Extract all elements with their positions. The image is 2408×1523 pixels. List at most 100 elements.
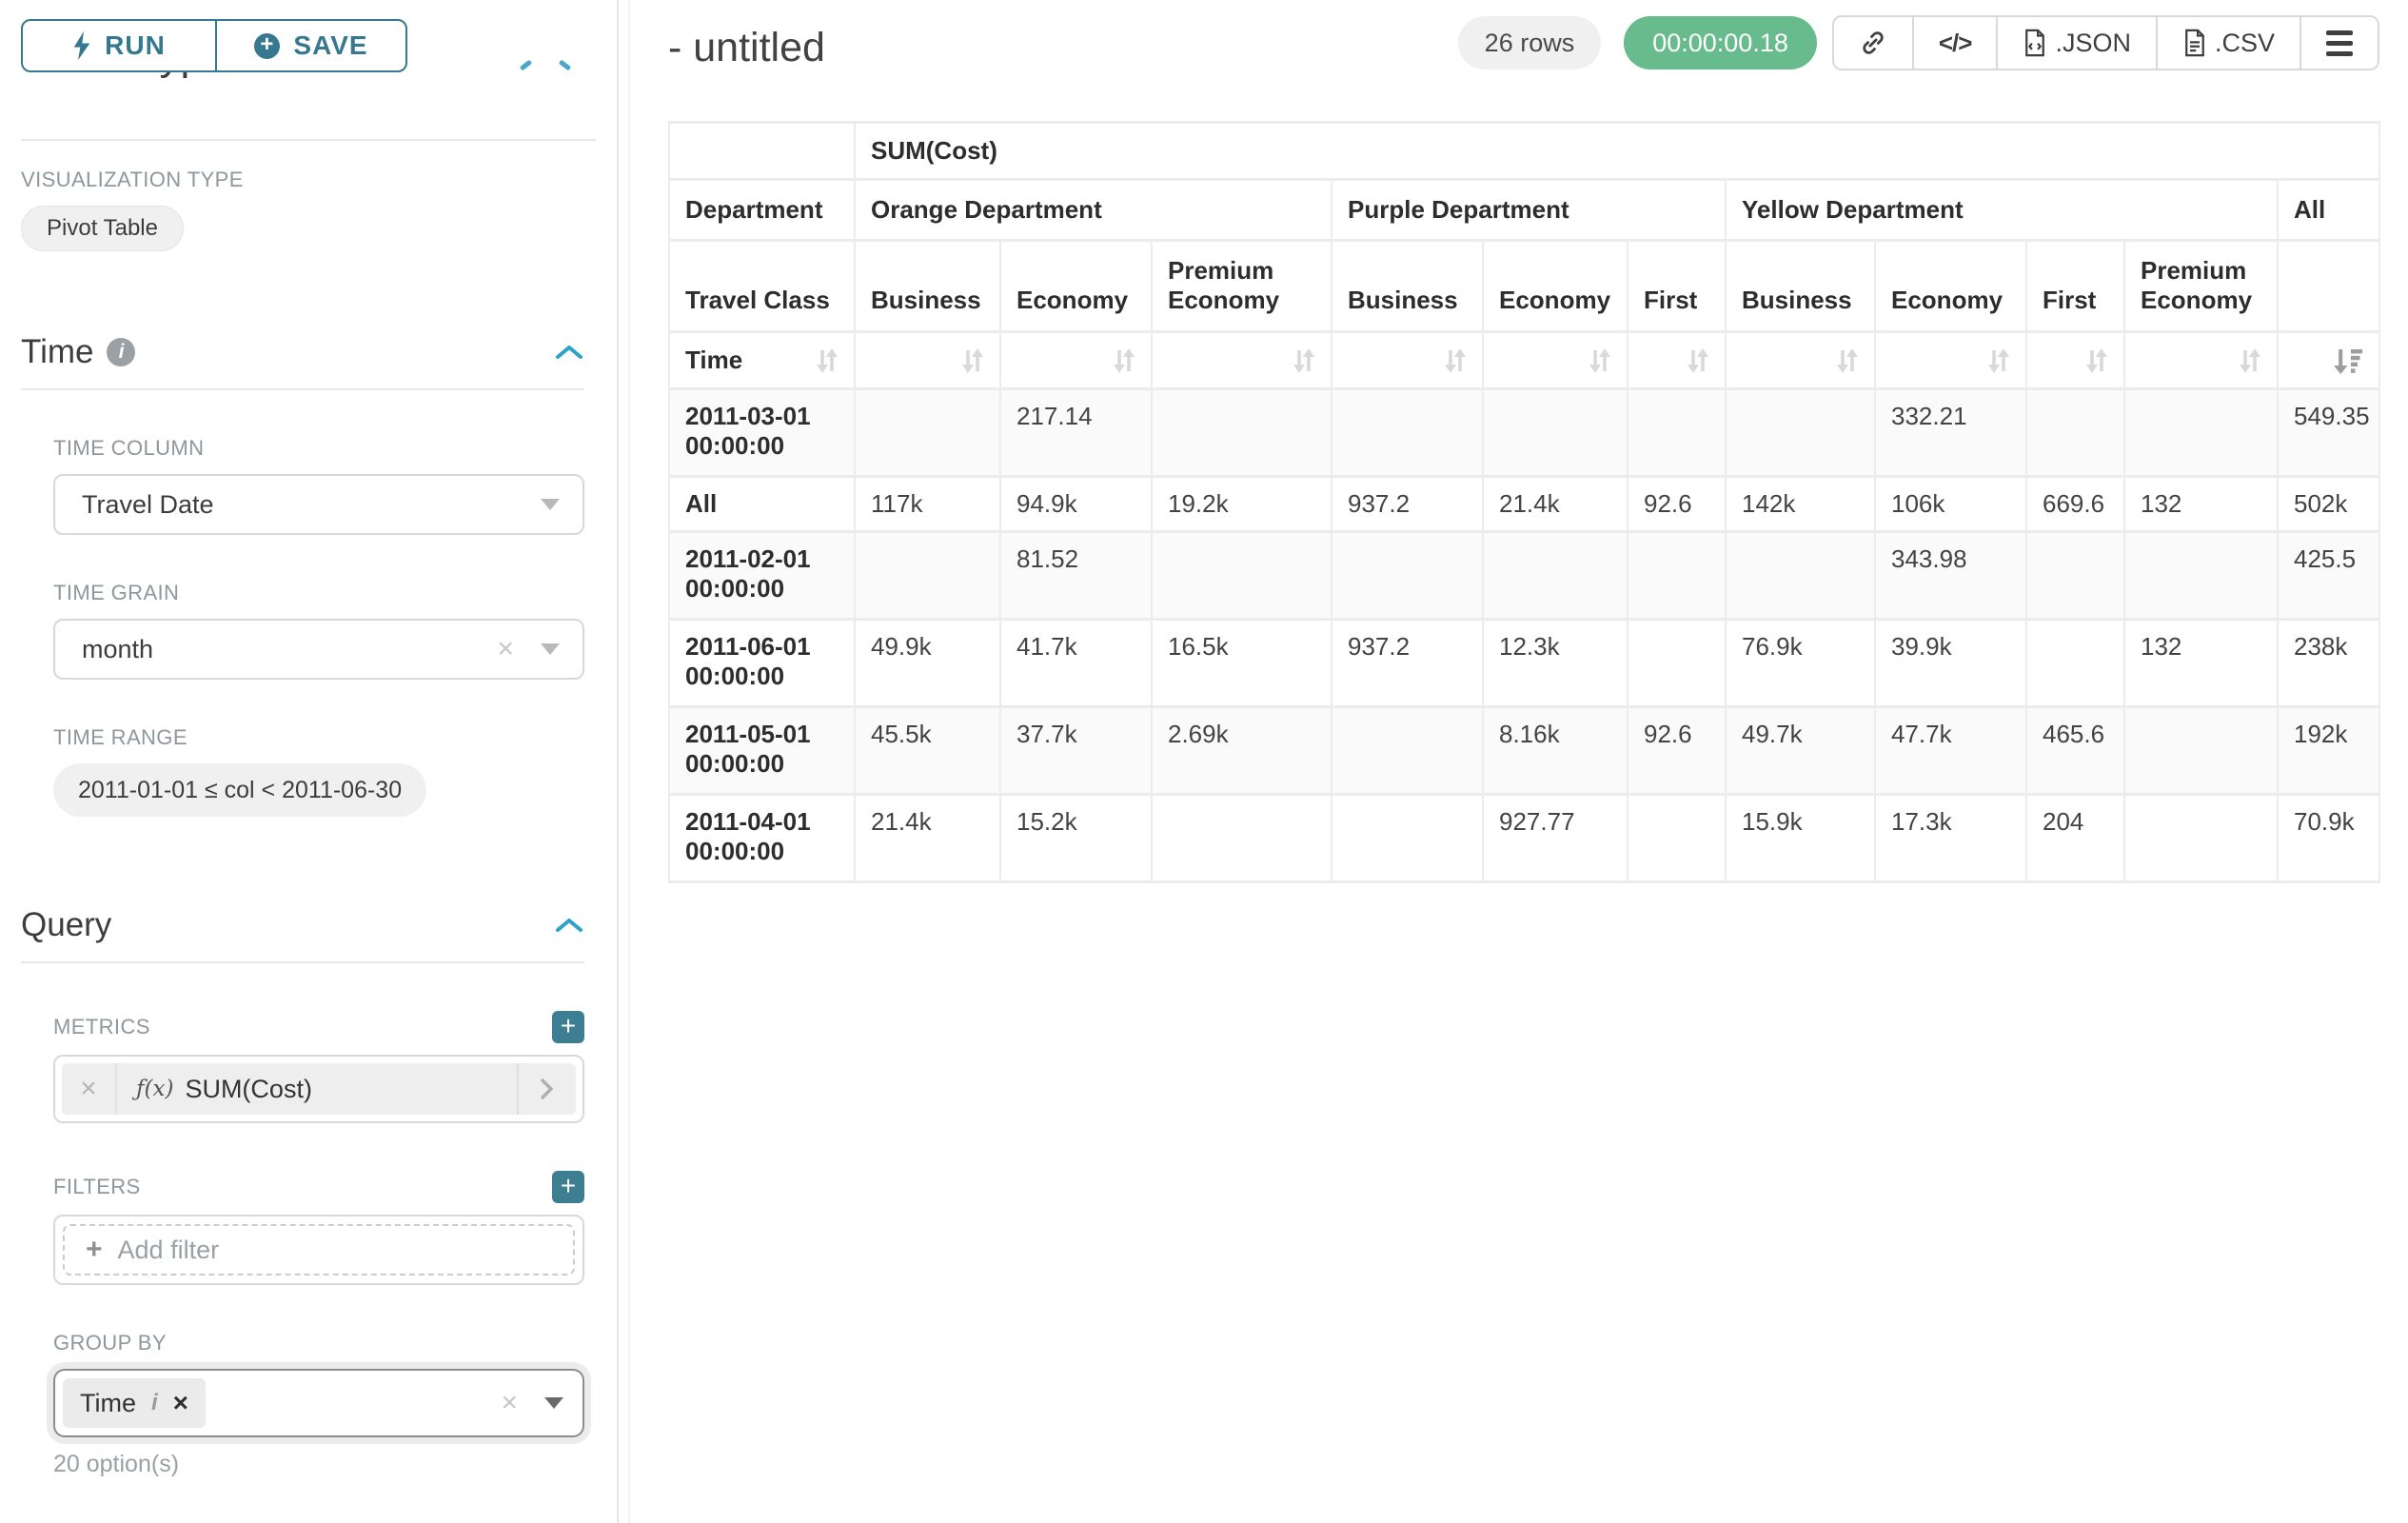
pivot-cell: 927.77 [1482, 793, 1628, 883]
time-grain-label: TIME GRAIN [53, 581, 180, 604]
sort-column-active-button[interactable] [2276, 330, 2381, 390]
pivot-cell: 70.9k [2276, 793, 2381, 883]
sort-icon [1114, 347, 1135, 373]
metrics-label: METRICS [53, 1015, 150, 1038]
clear-icon[interactable]: × [501, 1387, 518, 1418]
metric-header: SUM(Cost) [853, 121, 2381, 181]
sort-row-dimension-button[interactable]: Time [668, 330, 856, 390]
pivot-cell: 937.2 [1331, 475, 1484, 533]
column-header: Economy [999, 239, 1153, 333]
pivot-cell [2123, 793, 2279, 883]
dimension-header: Department [668, 178, 856, 242]
column-group-header: Purple Department [1331, 178, 1727, 242]
csv-file-icon [2185, 29, 2204, 57]
pivot-cell: 19.2k [1151, 475, 1332, 533]
expand-metric-button[interactable] [517, 1063, 576, 1115]
group-by-tag[interactable]: Time i × [63, 1378, 207, 1428]
remove-tag-icon[interactable]: × [172, 1388, 189, 1417]
group-by-options-hint: 20 option(s) [53, 1451, 180, 1477]
table-row: 2011-06-01 00:00:00 49.9k 41.7k 16.5k 93… [668, 618, 2381, 708]
caret-down-icon[interactable] [541, 643, 560, 655]
add-filter-button[interactable]: + Add filter [63, 1224, 575, 1276]
pivot-table-container: SUM(Cost) Department Orange Department P… [668, 121, 2408, 883]
time-column-value: Travel Date [82, 489, 214, 519]
run-save-button-group: RUN + SAVE [21, 19, 407, 72]
column-group-header: All [2276, 178, 2381, 242]
column-group-header: Yellow Department [1725, 178, 2279, 242]
pivot-cell: 76.9k [1725, 618, 1876, 708]
metric-pill[interactable]: × ƒ(x) SUM(Cost) [62, 1063, 576, 1115]
pivot-cell [1627, 618, 1727, 708]
pivot-cell: 937.2 [1331, 618, 1484, 708]
pivot-cell: 81.52 [999, 530, 1153, 621]
export-csv-button[interactable]: .CSV [2155, 17, 2299, 69]
chart-panel: - untitled 26 rows 00:00:00.18 </> .JSON… [630, 0, 2408, 1523]
caret-down-icon[interactable] [544, 1397, 563, 1409]
table-row: 2011-04-01 00:00:00 21.4k 15.2k 927.77 1… [668, 793, 2381, 883]
chart-title[interactable]: - untitled [668, 25, 825, 70]
sort-column-button[interactable] [1151, 330, 1332, 390]
pivot-cell: 37.7k [999, 705, 1153, 796]
pivot-cell: 8.16k [1482, 705, 1628, 796]
time-range-pill[interactable]: 2011-01-01 ≤ col < 2011-06-30 [53, 763, 427, 817]
pivot-cell: 2.69k [1151, 705, 1332, 796]
viz-type-pill[interactable]: Pivot Table [21, 206, 184, 251]
panel-resizer[interactable] [619, 0, 630, 1523]
chart-menu-button[interactable] [2299, 17, 2378, 69]
sort-column-button[interactable] [999, 330, 1153, 390]
dimension-header: Travel Class [668, 239, 856, 333]
column-header: Premium Economy [2123, 239, 2279, 333]
add-metric-button[interactable]: + [552, 1011, 584, 1043]
run-button-label: RUN [105, 30, 166, 60]
pivot-cell [1151, 793, 1332, 883]
embed-code-button[interactable]: </> [1911, 17, 1997, 69]
sort-column-button[interactable] [1725, 330, 1876, 390]
chevron-up-icon[interactable] [519, 59, 572, 72]
run-button[interactable]: RUN [21, 19, 217, 72]
pivot-cell [1627, 387, 1727, 478]
query-section-body: METRICS + × ƒ(x) SUM(Cost) FILTERS + [21, 1011, 584, 1523]
pivot-corner-cell [668, 121, 856, 181]
filters-control: + Add filter [53, 1215, 584, 1285]
sort-column-button[interactable] [854, 330, 1001, 390]
row-header: 2011-04-01 00:00:00 [668, 793, 856, 883]
remove-metric-icon[interactable]: × [62, 1063, 117, 1115]
pivot-cell: 332.21 [1874, 387, 2027, 478]
sort-column-button[interactable] [2025, 330, 2125, 390]
caret-down-icon[interactable] [541, 499, 560, 510]
column-header: First [1627, 239, 1727, 333]
export-button-group: </> .JSON .CSV [1831, 15, 2379, 70]
pivot-cell: 106k [1874, 475, 2027, 533]
pivot-cell [2123, 387, 2279, 478]
chevron-up-icon[interactable] [554, 917, 584, 934]
pivot-cell [1331, 793, 1484, 883]
clear-icon[interactable]: × [497, 633, 514, 664]
sort-column-button[interactable] [1331, 330, 1484, 390]
sort-column-button[interactable] [2123, 330, 2279, 390]
pivot-cell [1331, 387, 1484, 478]
export-csv-label: .CSV [2214, 28, 2275, 57]
hamburger-menu-icon [2326, 30, 2353, 56]
lightning-bolt-icon [73, 31, 90, 60]
sort-column-button[interactable] [1874, 330, 2027, 390]
function-icon: ƒ(x) [136, 1077, 174, 1101]
sort-column-button[interactable] [1482, 330, 1628, 390]
pivot-cell: 49.9k [854, 618, 1001, 708]
group-by-select[interactable]: Time i × × [53, 1369, 584, 1437]
time-column-select[interactable]: Travel Date [53, 474, 584, 535]
share-link-button[interactable] [1833, 17, 1912, 69]
table-row: 2011-03-01 00:00:00 217.14 332.21 549.35 [668, 387, 2381, 478]
table-row: All 117k 94.9k 19.2k 937.2 21.4k 92.6 14… [668, 475, 2381, 533]
pivot-cell: 669.6 [2025, 475, 2125, 533]
time-grain-select[interactable]: month × [53, 619, 584, 680]
add-filter-plus-button[interactable]: + [552, 1171, 584, 1203]
save-button[interactable]: + SAVE [215, 19, 407, 72]
chevron-up-icon[interactable] [554, 344, 584, 361]
pivot-cell: 549.35 [2276, 387, 2381, 478]
column-header: Business [1331, 239, 1484, 333]
sort-icon [1445, 347, 1466, 373]
pivot-cell: 21.4k [854, 793, 1001, 883]
metric-name: SUM(Cost) [185, 1074, 312, 1103]
export-json-button[interactable]: .JSON [1996, 17, 2156, 69]
sort-column-button[interactable] [1627, 330, 1727, 390]
